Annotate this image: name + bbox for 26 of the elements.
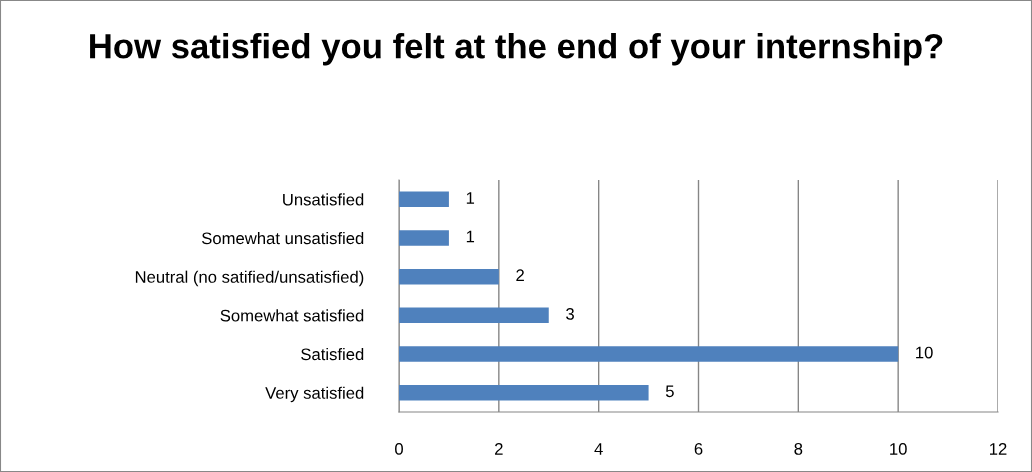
x-tick-label: 2 (495, 443, 503, 455)
bar (399, 191, 449, 208)
x-tick-label: 12 (990, 443, 1007, 455)
y-tick-label: Very satisfied (265, 386, 364, 403)
y-tick-label: Unsatisfied (283, 193, 364, 206)
y-tick-label: Somewhat unsatisfied (201, 231, 364, 245)
bar (399, 307, 549, 324)
data-label: 1 (466, 230, 475, 243)
y-tick-label: Satisfied (301, 347, 364, 361)
data-label: 10 (916, 346, 933, 359)
bar (399, 230, 449, 246)
x-tick-label: 6 (694, 443, 703, 455)
bar (399, 346, 899, 362)
data-label: 5 (665, 385, 674, 398)
x-tick-label: 0 (395, 443, 403, 455)
chart-title: How satisfied you felt at the end of your internship? (90, 33, 943, 66)
data-label: 2 (516, 269, 524, 281)
y-tick-label: Somewhat satisfied (220, 309, 364, 322)
bar (399, 268, 499, 285)
x-tick-label: 10 (890, 443, 907, 455)
y-tick-label: Neutral (no satified/unsatisfied) (135, 270, 364, 287)
x-tick-label: 8 (794, 443, 803, 455)
data-label: 1 (466, 192, 475, 204)
x-tick-label: 4 (594, 443, 603, 455)
data-label: 3 (566, 308, 574, 320)
bar (399, 384, 649, 401)
